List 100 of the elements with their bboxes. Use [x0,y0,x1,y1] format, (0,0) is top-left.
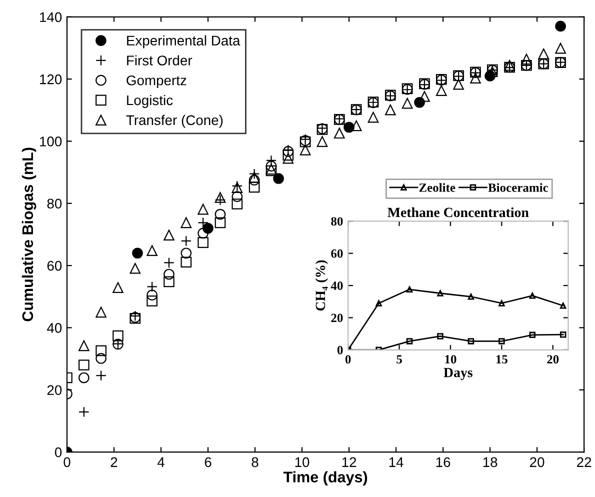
x-tick-label: 6 [204,457,212,468]
y-tick-label: 0 [337,346,343,354]
point [282,150,294,161]
point [266,160,277,172]
x-tick-label: 10 [295,457,310,468]
x-tick-label: 5 [396,355,402,364]
y-tick-label: 100 [40,136,62,146]
point [521,54,532,65]
point [334,128,345,139]
point [529,332,536,338]
point [560,302,566,309]
y-axis-title: Cumulative Biogas (mL) [22,148,36,322]
point [555,42,566,54]
point [437,333,444,340]
point [406,338,413,344]
x-tick-label: 2 [110,457,118,467]
point [498,338,505,344]
x-tick-label: 10 [445,355,456,364]
point [164,230,174,240]
point [214,208,226,220]
point [146,290,158,300]
x-tick-label: 4 [157,457,164,467]
point [214,192,226,203]
y-axis-title: CH₄ (%) [315,260,328,311]
point [164,257,174,268]
point [130,262,141,274]
point [248,182,260,193]
y-tick-label: 140 [40,12,62,22]
point [248,172,260,183]
y-tick-label: 60 [331,249,343,258]
x-axis-title: Time (days) [283,471,368,486]
y-tick-label: 0 [54,447,62,458]
y-tick-label: 20 [331,314,343,322]
legend-label: Gompertz [126,75,186,88]
x-tick-label: 15 [496,355,508,364]
x-tick-label: 12 [342,457,356,467]
point [96,306,106,318]
legend-label: Transfer (Cone) [126,114,223,128]
y-tick-label: 80 [47,198,62,209]
point [180,217,192,228]
point [232,198,243,210]
x-tick-label: 14 [389,457,404,467]
point [112,330,124,342]
legend-label: First Order [127,55,192,66]
point [78,372,90,384]
point [146,296,158,306]
point [436,85,447,96]
x-tick-label: 0 [64,457,70,468]
point [198,237,208,248]
x-tick-label: 8 [252,457,258,468]
chart-title: Methane Concentration [388,207,529,218]
point [198,204,208,215]
point [273,173,284,184]
legend-label: Bioceramic [488,183,548,192]
point [78,360,90,370]
legend-label: Experimental Data [127,35,240,48]
point [470,72,481,84]
point [198,228,208,239]
point [468,294,474,300]
x-axis-title: Days [444,368,472,380]
point [282,152,294,164]
y-tick-label: 20 [47,385,62,396]
point [232,191,243,202]
point [300,144,311,156]
x-tick-label: 20 [547,355,559,364]
point [384,104,396,116]
point [529,292,536,299]
point [146,245,158,256]
point [96,345,106,356]
x-tick-label: 0 [345,355,351,364]
point [453,78,464,90]
y-tick-label: 40 [47,323,62,333]
y-tick-label: 40 [330,282,343,290]
y-tick-label: 60 [47,260,62,271]
legend-label: Zeolite [419,183,456,192]
x-tick-label: 18 [483,457,498,468]
point [406,286,413,293]
y-tick-label: 80 [331,217,343,226]
point [164,276,174,288]
point [112,282,124,294]
point [214,217,226,228]
y-tick-label: 120 [40,74,62,84]
point [560,331,566,338]
x-tick-label: 22 [577,457,592,467]
point [402,98,413,109]
point [96,353,106,364]
x-tick-label: 16 [436,457,450,468]
point [132,248,143,259]
point [316,136,328,147]
point [180,256,192,268]
point [538,48,550,60]
x-tick-label: 20 [530,457,544,468]
point [248,174,260,186]
point [180,248,192,259]
legend-label: Logistic [127,94,173,108]
point [555,20,566,32]
point [368,112,379,123]
point [164,268,174,280]
point [468,338,474,344]
point [78,340,90,352]
